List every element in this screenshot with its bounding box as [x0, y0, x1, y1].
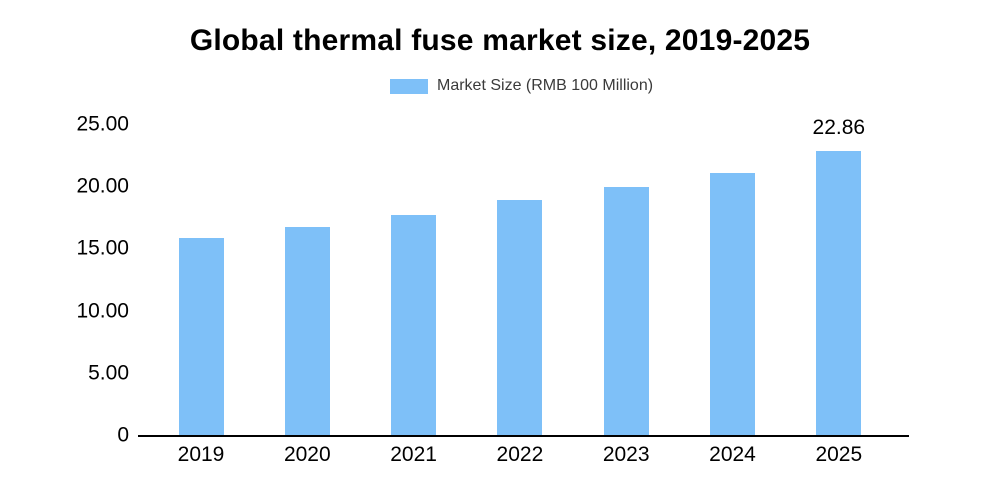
y-tick-label: 5.00 [88, 361, 129, 385]
x-tick-label-2019: 2019 [177, 443, 225, 466]
bar-2025 [816, 150, 862, 435]
legend-label: Market Size (RMB 100 Million) [437, 77, 654, 94]
x-tick-label-2025: 2025 [815, 443, 863, 466]
y-tick-label: 25.00 [76, 112, 129, 136]
bar-2021 [391, 214, 437, 435]
y-tick-label: 20.00 [76, 174, 129, 198]
x-tick-label-2021: 2021 [390, 443, 437, 466]
bar-2024 [710, 172, 755, 435]
legend-swatch-icon [390, 78, 428, 94]
y-tick-label: 10.00 [76, 299, 129, 323]
x-tick-label-2023: 2023 [602, 443, 650, 466]
chart-title: Global thermal fuse market size, 2019-20… [189, 24, 811, 57]
y-tick-label: 0 [117, 423, 129, 447]
y-tick-label: 15.00 [76, 236, 129, 260]
x-axis-line [138, 435, 909, 437]
x-tick-label-2020: 2020 [283, 443, 331, 466]
x-tick-label-2024: 2024 [709, 443, 756, 466]
legend: Market Size (RMB 100 Million) [390, 77, 653, 95]
bar-2023 [603, 187, 649, 435]
x-tick-label-2022: 2022 [496, 443, 544, 466]
bar-2020 [284, 227, 330, 435]
bar-2019 [178, 238, 224, 435]
bar-value-label: 22.86 [812, 116, 866, 139]
bar-2022 [497, 199, 543, 435]
